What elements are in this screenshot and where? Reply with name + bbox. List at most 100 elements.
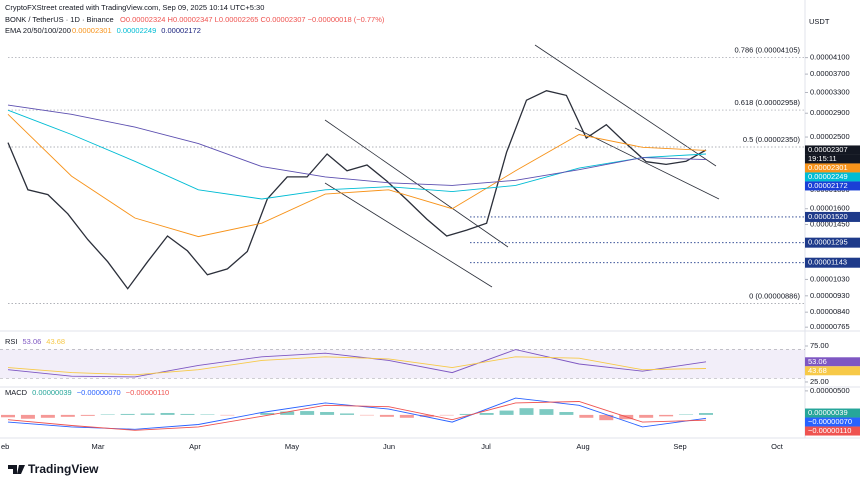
brand-logo: [8, 465, 25, 474]
pane-title: RSI: [5, 337, 18, 346]
fib-label: 0.786 (0.00004105): [735, 45, 801, 54]
level-badge-label: 0.00001520: [808, 212, 848, 221]
price-badge-label: 0.00002172: [808, 181, 848, 190]
price-badge: [805, 145, 860, 155]
y-tick-label: 0.00001030: [810, 274, 850, 283]
x-tick-label: Jun: [383, 442, 395, 451]
macd-histogram-bar: [280, 411, 295, 415]
y-tick-label: 0.00000765: [810, 322, 850, 331]
indicator-line: [7, 349, 707, 378]
macd-histogram-bar: [699, 413, 713, 415]
macd-histogram-bar: [320, 412, 335, 415]
macd-histogram-bar: [639, 414, 654, 418]
price-badge: [805, 154, 860, 164]
price-badge-label: 0.00002249: [808, 172, 848, 181]
indicator-line: [7, 109, 707, 200]
macd-histogram-bar: [300, 411, 315, 415]
ema-value: 0.00002301: [72, 26, 112, 35]
price-badge: [805, 172, 860, 182]
x-tick-label: eb: [1, 442, 9, 451]
level-badge-label: 0.00001143: [808, 258, 847, 267]
y-tick-label: 0.00001600: [810, 204, 850, 213]
indicator-line: [7, 113, 707, 238]
macd-histogram-bar: [80, 414, 95, 416]
y-tick-label: 0.00004100: [810, 53, 850, 62]
price-badge-label: −0.00000070: [808, 417, 852, 426]
level-badge: [805, 211, 860, 222]
y-tick-label: 0.00000930: [810, 291, 850, 300]
macd-histogram-bar: [40, 414, 55, 418]
macd-histogram-bar: [559, 412, 574, 415]
price-badge: [805, 366, 860, 376]
pane-value: 43.68: [46, 337, 65, 346]
price-line: [7, 90, 707, 290]
symbol: BONK / TetherUS · 1D · Binance: [5, 15, 114, 24]
fib-label: 0 (0.00000886): [749, 292, 800, 301]
macd-histogram-bar: [519, 408, 534, 415]
fib-label: 0.5 (0.00002350): [743, 135, 801, 144]
indicator-line: [7, 356, 707, 376]
macd-histogram-bar: [659, 414, 674, 417]
pane-title: MACD: [5, 388, 28, 397]
x-tick-label: Mar: [92, 442, 105, 451]
macd-histogram-bar: [399, 414, 414, 418]
macd-histogram-bar: [140, 413, 155, 415]
macd-histogram-bar: [20, 414, 35, 419]
macd-histogram-bar: [539, 409, 554, 415]
price-badge-label: 0.00000039: [808, 408, 848, 417]
currency: USDT: [809, 17, 830, 26]
macd-histogram-bar: [180, 413, 195, 415]
pane-value: −0.00000110: [126, 388, 169, 397]
price-badge-label: 0.00002301: [808, 163, 848, 172]
indicator-line: [7, 104, 707, 186]
credit: CryptoFXStreet created with TradingView.…: [5, 3, 264, 12]
y-tick-label: 0.00002900: [810, 108, 850, 117]
level-badge: [805, 237, 860, 248]
macd-histogram-bar: [499, 410, 514, 415]
rsi-band: [0, 349, 805, 379]
price-badge-label: 0.00002307: [808, 145, 848, 154]
brand-name: TradingView: [28, 462, 99, 476]
x-tick-label: Oct: [771, 442, 784, 451]
pane-value: −0.00000070: [77, 388, 121, 397]
price-badge: [805, 408, 860, 418]
price-badge: [805, 163, 860, 173]
brand: TradingView: [8, 462, 99, 476]
macd-histogram-bar: [479, 412, 494, 415]
channel-line: [324, 182, 493, 288]
price-badge-label: −0.00000110: [808, 426, 851, 435]
channel-line: [574, 127, 720, 200]
y-tick-label: 0.00000500: [810, 386, 850, 395]
y-tick-label: 0.00002500: [810, 132, 850, 141]
x-tick-label: May: [285, 442, 299, 451]
macd-histogram-bar: [340, 413, 355, 415]
ema-value: 0.00002249: [117, 26, 157, 35]
macd-histogram-bar: [599, 414, 614, 421]
macd-histogram-bar: [579, 414, 594, 418]
level-badge: [805, 257, 860, 268]
macd-histogram-bar: [260, 412, 275, 415]
price-badge: [805, 426, 860, 436]
channel-line: [534, 44, 717, 167]
y-tick-label: 0.00001450: [810, 219, 850, 228]
price-badge-label: 43.68: [808, 366, 827, 375]
macd-histogram-bar: [60, 414, 75, 417]
price-badge: [805, 417, 860, 427]
x-tick-label: Jul: [481, 442, 491, 451]
macd-histogram-bar: [160, 412, 175, 415]
indicator-line: [7, 401, 707, 431]
pane-value: 0.00000039: [32, 388, 72, 397]
x-tick-label: Aug: [576, 442, 589, 451]
y-tick-label: 0.00003300: [810, 87, 850, 96]
macd-histogram-bar: [419, 414, 434, 417]
level-badge-label: 0.00001295: [808, 238, 848, 247]
price-badge: [805, 181, 860, 191]
macd-histogram-bar: [459, 413, 474, 415]
price-badge-label: 53.06: [808, 357, 827, 366]
y-tick-label: 0.00003700: [810, 69, 850, 78]
price-badge: [805, 357, 860, 367]
x-tick-label: Apr: [189, 442, 201, 451]
ohlc: O0.00002324 H0.00002347 L0.00002265 C0.0…: [120, 15, 385, 24]
